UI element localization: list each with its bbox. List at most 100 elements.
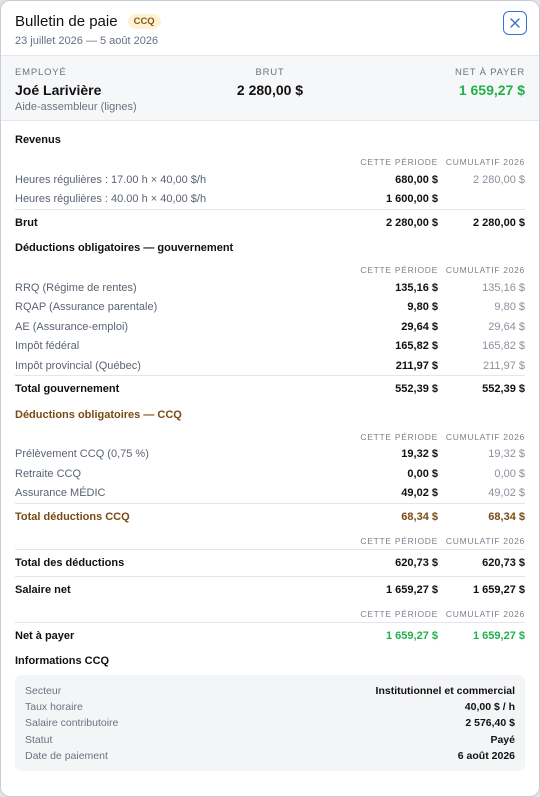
period-amount: 135,16 $ (395, 281, 438, 294)
total-label: Net à payer (15, 630, 75, 643)
line-item: Prélèvement CCQ (0,75 %) 19,32 $ 19,32 $ (15, 445, 525, 464)
ytd-total: 1 659,27 $ (473, 583, 525, 596)
ytd-amount: 29,64 $ (488, 320, 525, 333)
line-item: Assurance MÉDIC 49,02 $ 49,02 $ (15, 484, 525, 503)
period-total: 620,73 $ (395, 557, 438, 570)
info-row: Taux horaire 40,00 $ / h (25, 699, 515, 715)
ytd-total: 2 280,00 $ (473, 216, 525, 229)
section: CETTE PÉRIODE CUMULATIF 2026 Total des déd… (15, 533, 525, 602)
info-label: Date de paiement (25, 749, 108, 762)
period-total: 552,39 $ (395, 382, 438, 395)
column-header: CUMULATIF 2026 (445, 431, 525, 442)
info-row: Date de paiement 6 août 2026 (25, 748, 515, 764)
section-title: Déductions obligatoires — gouvernement (15, 242, 234, 255)
employee: EMPLOYÉ Joé Larivière Aide-assembleur (l… (15, 67, 185, 120)
ytd-total: 1 659,27 $ (473, 630, 525, 643)
total-label: Brut (15, 216, 38, 229)
title: Bulletin de paie (15, 13, 118, 30)
ytd-total: 68,34 $ (488, 510, 525, 523)
line-item: Heures régulières : 40.00 h × 40,00 $/h 1… (15, 189, 525, 208)
column-header: CUMULATIF 2026 (445, 157, 525, 167)
info-label: Secteur (25, 685, 62, 697)
label: EMPLOYÉ (15, 67, 67, 78)
section-title: Déductions obligatoires — CCQ (15, 408, 182, 421)
employee-name: Joé Larivière (15, 82, 102, 98)
period-amount: 0,00 $ (407, 467, 438, 480)
info-label: Taux horaire (25, 701, 83, 714)
info-row: Salaire contributoire 2 576,40 $ (25, 715, 515, 731)
ytd-amount: 19,32 $ (488, 448, 525, 461)
header: Bulletin de paie CCQ 23 juillet 2026 — 5… (1, 1, 539, 55)
label: BRUT (255, 67, 285, 78)
total-row: Brut 2 280,00 $ 2 280,00 $ (15, 208, 525, 236)
column-header: CETTE PÉRIODE (360, 609, 438, 620)
column-header: CUMULATIF 2026 (445, 265, 525, 276)
ytd-amount: 0,00 $ (494, 467, 525, 480)
period-total: 2 280,00 $ (386, 216, 438, 229)
line-item: Retraite CCQ 0,00 $ 0,00 $ (15, 464, 525, 483)
period-amount: 49,02 $ (401, 487, 438, 500)
info-value: 2 576,40 $ (465, 717, 515, 730)
net: NET À PAYER 1 659,27 $ (355, 67, 525, 120)
item-label: Impôt fédéral (15, 340, 80, 353)
column-headers: CETTE PÉRIODE CUMULATIF 2026 (15, 154, 525, 170)
line-item: RRQ (Régime de rentes) 135,16 $ 135,16 $ (15, 278, 525, 297)
info-label: Statut (25, 733, 53, 746)
item-label: Heures régulières : 40.00 h × 40,00 $/h (15, 193, 207, 206)
period-amount: 29,64 $ (401, 320, 438, 333)
ytd-amount: 49,02 $ (488, 487, 525, 500)
column-header: CETTE PÉRIODE (360, 265, 438, 276)
gross-value: 2 280,00 $ (236, 82, 304, 98)
label: NET À PAYER (454, 67, 525, 78)
item-label: AE (Assurance-emploi) (15, 320, 129, 333)
total-label: Total déductions CCQ (15, 510, 130, 523)
column-headers: CETTE PÉRIODE CUMULATIF 2026 (15, 262, 525, 278)
line-item: AE (Assurance-emploi) 29,64 $ 29,64 $ (15, 317, 525, 336)
info-value: Institutionnel et commercial (375, 685, 515, 697)
item-label: Heures régulières : 17.00 h × 40,00 $/h (15, 173, 207, 186)
period-amount: 19,32 $ (401, 448, 438, 461)
total-row: Net à payer 1 659,27 $ 1 659,27 $ (15, 622, 525, 649)
total-row: Total gouvernement 552,39 $ 552,39 $ (15, 375, 525, 402)
total-row: Total déductions CCQ 68,34 $ 68,34 $ (15, 502, 525, 530)
column-headers: CETTE PÉRIODE CUMULATIF 2026 (15, 533, 525, 549)
section: CETTE PÉRIODE CUMULATIF 2026 Net à payer 1 … (15, 606, 525, 649)
ytd-total: 552,39 $ (482, 382, 525, 395)
column-header: CETTE PÉRIODE (360, 431, 438, 442)
period-amount: 9,80 $ (407, 301, 438, 314)
period-amount: 211,97 $ (395, 359, 438, 372)
content: Revenus CETTE PÉRIODE CUMULATIF 2026 Heures… (1, 121, 539, 771)
column-header: CUMULATIF 2026 (445, 609, 525, 620)
employee-role: Aide-assembleur (lignes) (15, 101, 137, 113)
section: Déductions obligatoires — gouvernement CE… (15, 239, 525, 401)
total-label: Total des déductions (15, 557, 125, 570)
total-row: Salaire net 1 659,27 $ 1 659,27 $ (15, 575, 525, 603)
column-headers: CETTE PÉRIODE CUMULATIF 2026 (15, 606, 525, 622)
info-box: Secteur Institutionnel et commercial Taux … (15, 674, 525, 771)
column-header: CETTE PÉRIODE (360, 157, 438, 167)
summary: EMPLOYÉ Joé Larivière Aide-assembleur (l… (1, 55, 539, 121)
close-button[interactable] (503, 11, 527, 35)
section-title: Informations CCQ (15, 654, 110, 667)
period-amount: 1 600,00 $ (386, 193, 438, 206)
ytd-amount: 9,80 $ (494, 301, 525, 314)
column-header: CETTE PÉRIODE (360, 536, 438, 547)
info-row: Secteur Institutionnel et commercial (25, 683, 515, 699)
period-total: 1 659,27 $ (386, 583, 438, 596)
ytd-amount: 2 280,00 $ (473, 173, 525, 186)
item-label: RQAP (Assurance parentale) (15, 301, 158, 314)
section-title: Revenus (15, 134, 61, 146)
close-icon (510, 18, 520, 28)
section: Déductions obligatoires — CCQ CETTE PÉRIO… (15, 406, 525, 530)
ytd-amount: 135,16 $ (482, 281, 525, 294)
ytd-amount: 211,97 $ (482, 359, 525, 372)
badge: CCQ (127, 14, 161, 29)
line-item: Heures régulières : 17.00 h × 40,00 $/h 6… (15, 170, 525, 189)
item-label: Prélèvement CCQ (0,75 %) (15, 448, 149, 461)
total-row: Total des déductions 620,73 $ 620,73 $ (15, 549, 525, 576)
info-value: Payé (490, 733, 515, 746)
line-item: Impôt provincial (Québec) 211,97 $ 211,97 … (15, 356, 525, 375)
